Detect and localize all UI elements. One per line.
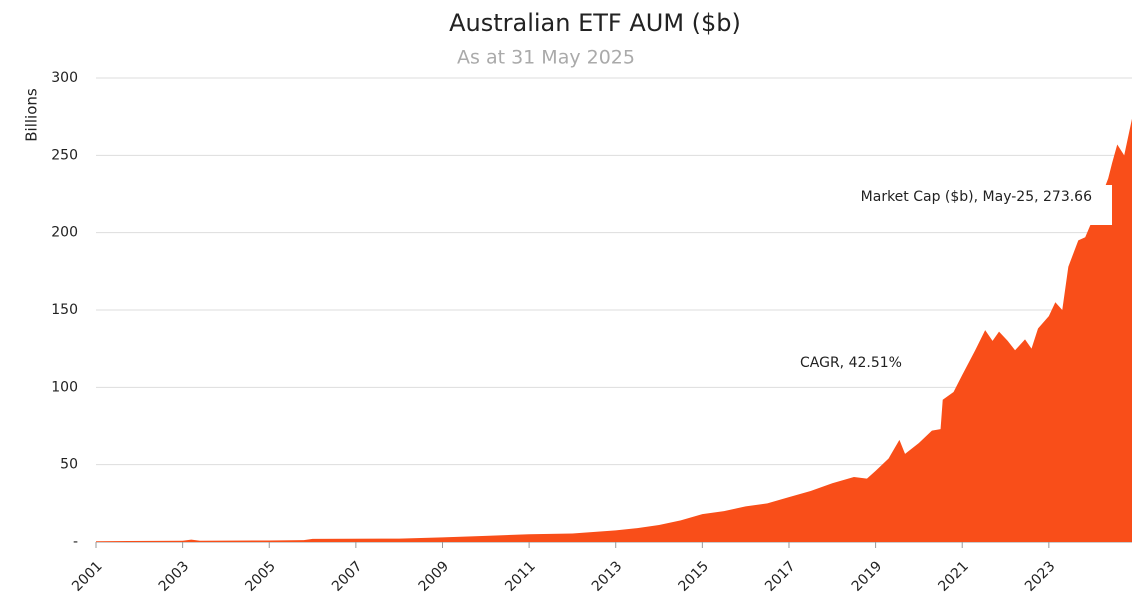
y-tick-label: 100 [51, 379, 78, 395]
chart-subtitle: As at 31 May 2025 [457, 47, 635, 69]
x-tick-label: 2015 [675, 558, 712, 595]
x-tick-label: 2021 [935, 558, 972, 595]
y-axis-label: Billions [23, 88, 41, 142]
x-tick-label: 2007 [329, 558, 366, 595]
annotation: CAGR, 42.51% [800, 355, 902, 371]
x-tick-label: 2009 [416, 558, 453, 595]
y-tick-label: 150 [51, 302, 78, 318]
y-tick-label: 200 [51, 225, 78, 241]
y-tick-label: 250 [51, 147, 78, 163]
x-tick-label: 2019 [849, 558, 886, 595]
y-tick-label: 300 [51, 70, 78, 86]
x-tick-label: 2023 [1022, 558, 1059, 595]
annotation: Market Cap ($b), May-25, 273.66 [861, 189, 1092, 205]
x-tick-label: 2005 [242, 558, 279, 595]
x-tick-label: 2013 [589, 558, 626, 595]
annotation-box [1090, 185, 1112, 225]
x-tick-label: 2003 [156, 558, 193, 595]
chart-title: Australian ETF AUM ($b) [449, 9, 741, 37]
x-tick-label: 2001 [69, 558, 106, 595]
x-tick-label: 2011 [502, 558, 539, 595]
y-tick-label: - [73, 534, 78, 550]
y-tick-label: 50 [60, 457, 78, 473]
area [96, 118, 1132, 542]
x-tick-label: 2017 [762, 558, 799, 595]
